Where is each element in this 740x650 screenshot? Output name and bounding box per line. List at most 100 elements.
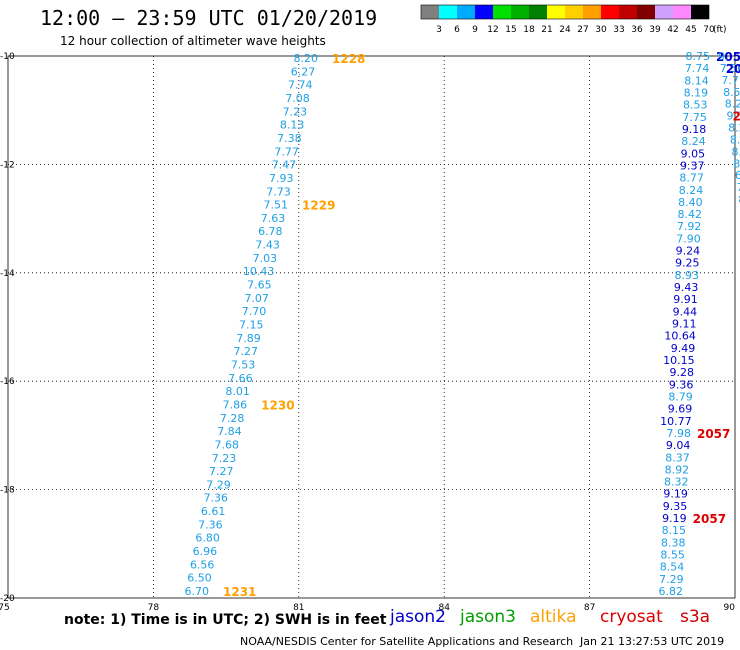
wave-height-value: 7.65 <box>247 279 272 292</box>
colorbar-swatch <box>601 5 619 19</box>
colorbar-swatch <box>691 5 709 19</box>
wave-height-value: 8.32 <box>664 476 689 489</box>
generated-timestamp: Jan 21 13:27:53 UTC 2019 <box>580 635 725 648</box>
wave-height-value: 9.19 <box>663 488 688 501</box>
wave-height-value: 8.37 <box>665 451 690 464</box>
wave-height-value: 9.18 <box>682 123 707 136</box>
wave-height-value: 9.05 <box>681 147 706 160</box>
wave-height-value: 9.69 <box>668 403 693 416</box>
wave-height-value: 8.01 <box>225 385 250 398</box>
colorbar-label: 15 <box>505 25 516 35</box>
wave-height-value: 8.54 <box>660 561 685 574</box>
map-grid <box>7 55 736 599</box>
wave-height-value: 6.80 <box>195 532 220 545</box>
satellite-legend-jason3: jason3 <box>460 607 516 627</box>
x-tick-label: 78 <box>148 603 160 613</box>
track-b: 8.757.748.148.198.537.759.188.249.059.37… <box>659 50 740 598</box>
wave-height-value: 7.84 <box>217 425 242 438</box>
pass-time-label: 2 <box>732 110 740 124</box>
wave-height-value: 9. <box>718 50 729 63</box>
wave-height-value: 9.37 <box>680 159 705 172</box>
pass-time-label: 1228 <box>332 52 365 66</box>
wave-height-value: 7.29 <box>659 573 684 586</box>
colorbar-swatch <box>655 5 673 19</box>
colorbar-swatch <box>475 5 493 19</box>
wave-height-value: 7.08 <box>285 92 310 105</box>
wave-height-value: 7.89 <box>236 332 261 345</box>
colorbar-label: 27 <box>577 25 588 35</box>
colorbar-label: 42 <box>667 25 678 35</box>
wave-height-value: 7.15 <box>239 319 264 332</box>
satellite-legend-jason2: jason2 <box>390 607 446 627</box>
wave-height-value: 10.43 <box>243 265 275 278</box>
x-tick-label: 87 <box>584 603 595 613</box>
y-tick-label: -14 <box>0 269 15 279</box>
wave-height-value: 7.93 <box>269 172 294 185</box>
wave-height-value: 10.64 <box>664 330 696 343</box>
wave-height-value: 7.77 <box>274 145 299 158</box>
pass-time-label: 2057 <box>697 427 730 441</box>
wave-height-value: 7.74 <box>288 79 313 92</box>
wave-height-value: 8.24 <box>679 184 704 197</box>
wave-height-value: 7.50 <box>720 62 740 75</box>
colorbar-unit: (ft) <box>713 25 727 35</box>
wave-height-value: 7.38 <box>277 132 302 145</box>
colorbar-label: 24 <box>559 25 571 35</box>
wave-height-value: 7.63 <box>261 212 286 225</box>
wave-height-value: 8.24 <box>728 122 740 135</box>
y-tick-label: -16 <box>0 377 15 387</box>
wave-height-value: 6.50 <box>187 572 212 585</box>
colorbar-label: 30 <box>595 25 607 35</box>
colorbar-swatch <box>439 5 457 19</box>
pass-time-label: 20 <box>726 62 740 76</box>
colorbar-label: 45 <box>685 25 696 35</box>
wave-height-value: 9.35 <box>663 500 688 513</box>
map-frame <box>7 55 736 599</box>
satellite-legend-altika: altika <box>530 607 577 627</box>
colorbar-swatch <box>529 5 547 19</box>
satellite-legend-cryosat: cryosat <box>600 607 663 627</box>
colorbar-label: 3 <box>436 25 442 35</box>
satellite-legend-s3a: s3a <box>680 607 711 627</box>
wave-height-value: 6.96 <box>193 545 218 558</box>
wave-height-value: 8.40 <box>678 196 703 209</box>
credit-text: NOAA/NESDIS Center for Satellite Applica… <box>240 635 574 648</box>
pass-time-label: 1230 <box>261 398 294 412</box>
y-tick-label: -10 <box>0 52 15 62</box>
wave-height-value: 8.50 <box>733 157 740 170</box>
wave-height-value: 8.38 <box>661 536 686 549</box>
wave-height-value: 7.03 <box>253 252 278 265</box>
wave-height-value: 7.98 <box>666 427 691 440</box>
colorbar-label: 12 <box>487 25 498 35</box>
colorbar-swatch <box>673 5 691 19</box>
wave-height-value: 7.27 <box>209 465 234 478</box>
colorbar-label: 18 <box>523 25 535 35</box>
colorbar-label: 6 <box>454 25 460 35</box>
wave-height-value: 7.43 <box>255 239 280 252</box>
y-tick-label: -18 <box>0 486 15 496</box>
wave-height-value: 8.58 <box>723 86 740 99</box>
wave-height-value: 7.66 <box>228 372 253 385</box>
wave-height-value: 9.13 <box>726 110 740 123</box>
colorbar-swatch <box>583 5 601 19</box>
wave-height-value: 8.92 <box>665 463 690 476</box>
wave-height-value: 8.53 <box>683 99 708 112</box>
colorbar-swatch <box>619 5 637 19</box>
wave-height-value: 8.13 <box>280 119 305 132</box>
colorbar-label: 36 <box>631 25 643 35</box>
wave-height-value: 9.25 <box>675 257 700 270</box>
wave-height-value: 7.27 <box>234 345 259 358</box>
wave-height-value: 9.28 <box>670 366 695 379</box>
wave-height-value: 8. <box>738 193 740 206</box>
wave-height-value: 7.53 <box>231 358 256 371</box>
pass-time-label: 205 <box>716 50 740 64</box>
wave-height-value: 8.19 <box>684 86 709 99</box>
wave-height-value: 8.75 <box>686 50 711 63</box>
wave-height-value: 7.23 <box>283 105 308 118</box>
wave-height-value: 7.36 <box>204 492 229 505</box>
track-a: 8.206.277.747.087.238.137.387.777.477.93… <box>185 52 366 599</box>
wave-height-value: 8.22 <box>725 98 740 111</box>
colorbar-swatch <box>493 5 511 19</box>
y-tick-label: -12 <box>0 160 15 170</box>
